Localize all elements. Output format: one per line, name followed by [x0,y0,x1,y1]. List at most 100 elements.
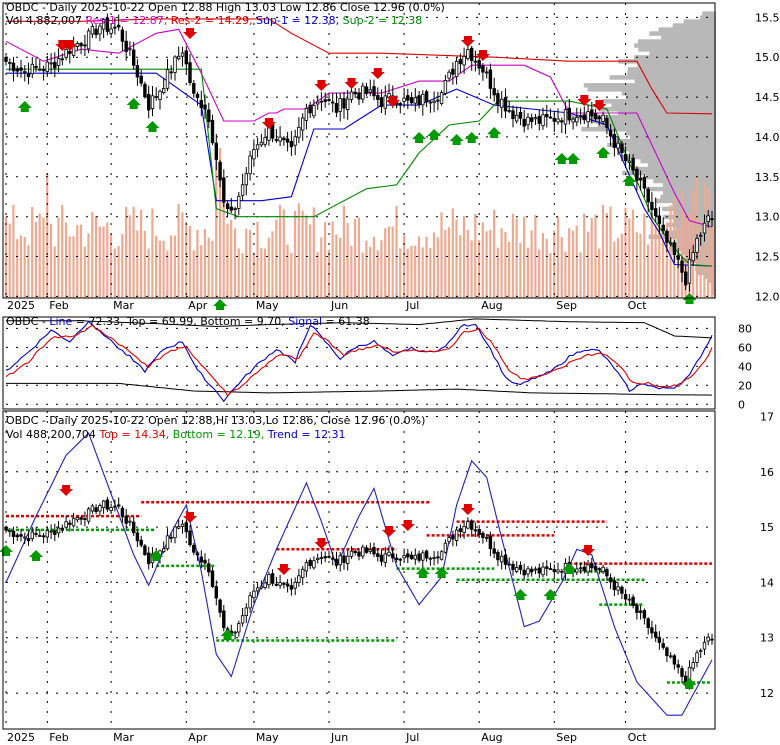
oscillator-panel-frame [2,316,716,410]
candle-body [687,258,692,284]
volume-bar [421,247,424,298]
candle-body [300,568,305,579]
buy-arrow [17,101,32,112]
candle-body [83,44,87,47]
volume-bar [324,222,327,298]
candle-body [312,105,316,117]
volume-bar [260,248,263,298]
volume-bar [320,237,323,298]
candle-body [15,534,19,538]
volume-bar [526,247,529,298]
sell-arrow [344,78,359,89]
candle-body [368,549,372,552]
candle-body [195,552,200,556]
volume-bar [365,240,368,298]
candle-body [706,636,710,642]
volume-bar [481,222,484,298]
line-series [5,320,713,403]
candle-body [139,539,143,546]
candle-body [646,618,650,628]
candle-body [526,568,530,575]
volume-bar [49,223,53,298]
volume-bar [387,226,390,298]
volume-bar [263,248,267,298]
candle-body [586,564,590,573]
volume-profile-bar [634,55,716,60]
candle-body [454,529,459,542]
legend-text: Res-1 = 12.87, [85,14,170,27]
candle-body [699,650,703,652]
volume-bar [203,228,206,298]
candle-body [462,526,466,533]
candle-body [252,590,256,599]
volume-profile-bar [645,186,716,192]
candle-body [79,43,83,47]
volume-bar [346,223,349,298]
candle-body [113,26,117,29]
candle-body [439,92,444,104]
candle-body [436,99,440,102]
candle-body [34,66,38,69]
candle-body [710,218,714,221]
x-tick-label: Jun [330,731,348,744]
candle-body [590,109,594,117]
candle-body [578,115,583,118]
candle-body [214,586,218,599]
volume-bar [650,213,653,298]
volume-bar [335,234,338,298]
candle-body [545,114,549,118]
candle-body [109,28,113,34]
candle-body [560,120,564,123]
volume-bar [46,173,49,298]
volume-bar [297,203,300,298]
y-tick-label: 60 [738,341,752,354]
buy-arrow [449,134,464,145]
volume-bar [23,237,26,298]
volume-bar [493,209,496,298]
candle-body [308,560,312,567]
volume-bar [34,222,37,298]
candle-body [522,569,526,576]
volume-bar [38,213,41,298]
candle-body [691,252,695,262]
candle-body [180,52,185,57]
volume-bar [429,247,432,298]
candle-body [124,515,128,524]
candle-body [533,568,538,571]
candle-body [526,116,530,126]
volume-profile-bar [658,27,716,32]
y-tick-label: 15.0 [755,51,780,64]
candle-body [90,505,95,512]
x-tick-label: Aug [481,731,502,744]
candle-body [451,535,455,540]
volume-bar [222,178,225,298]
volume-bar [504,232,507,298]
volume-bar [590,218,593,298]
y-tick-label: 15 [760,521,774,534]
volume-bar [575,225,578,298]
candle-body [552,117,556,122]
candle-body [413,97,417,104]
candle-body [131,521,136,534]
candle-body [210,570,215,587]
volume-profile-bar [626,95,716,100]
x-tick-label: Oct [628,299,648,312]
candle-body [627,598,632,601]
volume-bar [571,230,575,298]
volume-bar [147,248,150,298]
volume-profile-bar [627,71,716,76]
candle-body [214,142,218,160]
buy-arrow [29,550,44,561]
y-tick-label: 17 [760,411,774,424]
candle-body [270,124,275,139]
volume-bar [278,205,282,298]
candle-body [353,551,357,554]
y-tick-label: 40 [738,360,752,373]
candle-body [620,586,624,594]
candle-body [545,566,549,569]
candle-body [439,551,444,560]
candle-body [285,583,290,587]
candle-body [593,565,598,571]
candle-body [117,504,121,507]
signal-arrows [17,28,697,310]
